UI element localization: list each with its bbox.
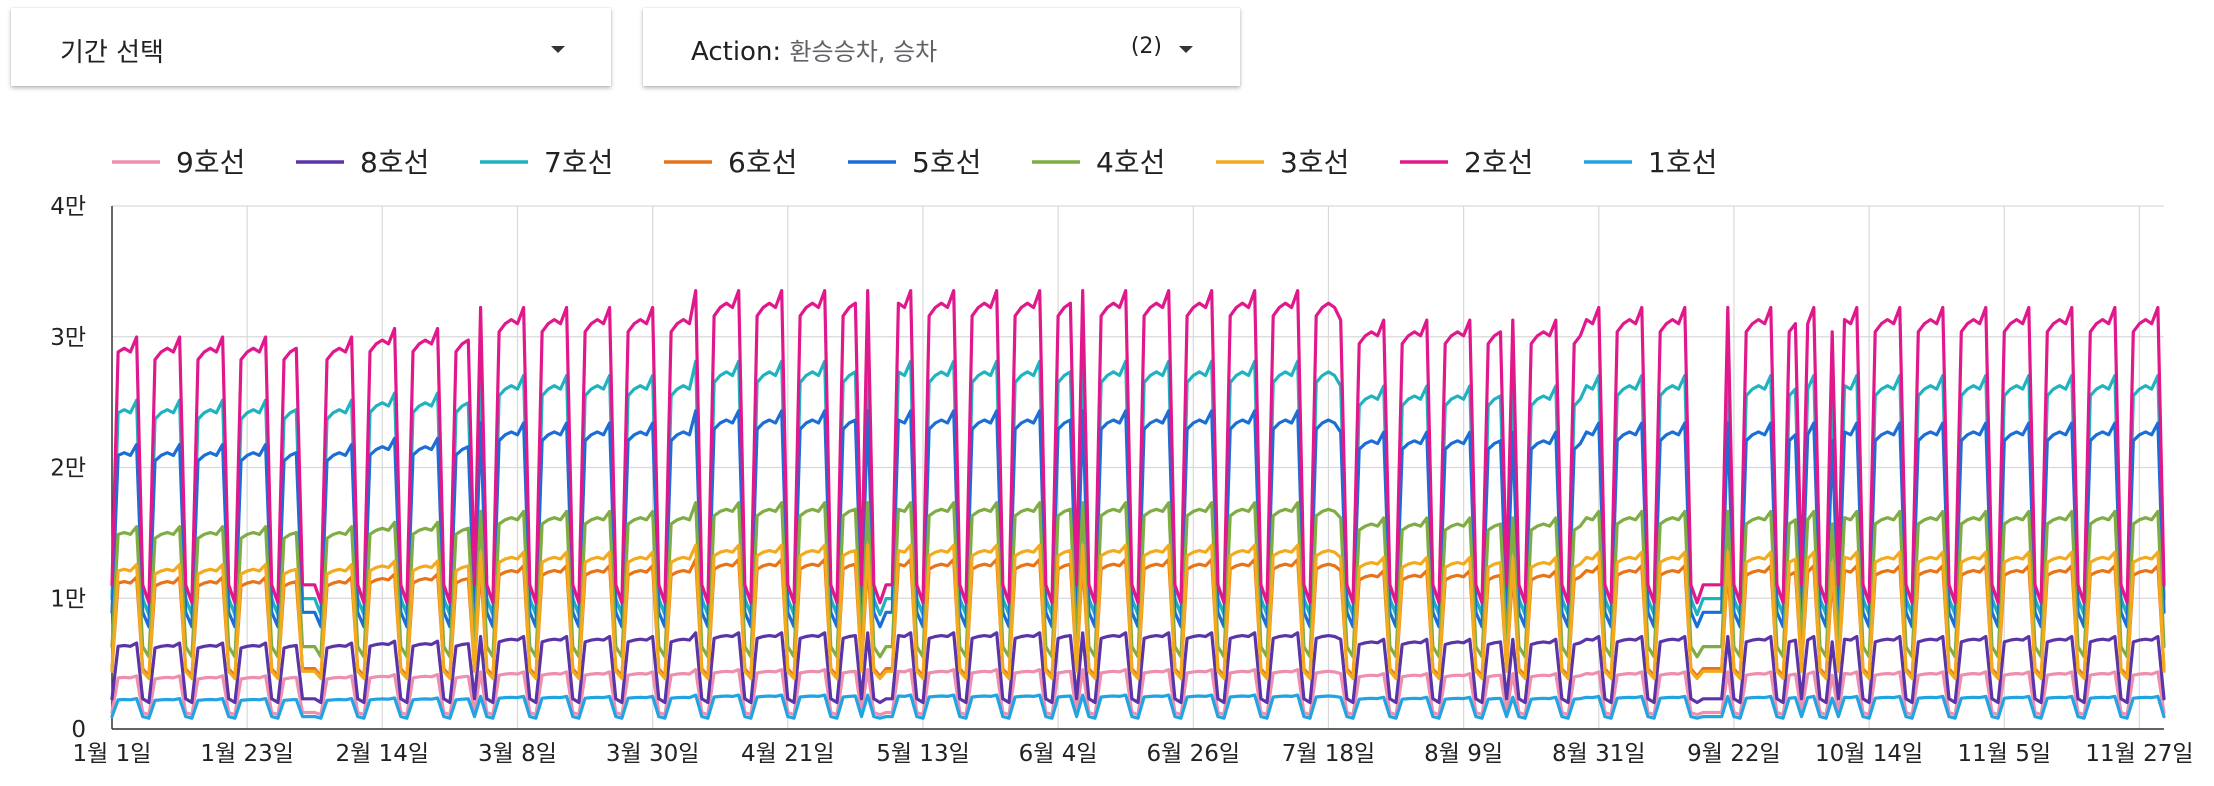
x-tick-label: 1월 1일 [73,741,152,767]
x-tick-label: 6월 26일 [1147,741,1241,767]
legend-label: 4호선 [1096,146,1165,179]
x-tick-label: 11월 27일 [2085,741,2193,767]
action-filter-count: (2) [1130,34,1162,59]
legend-label: 5호선 [912,146,981,179]
series-line [110,631,2166,705]
series-line [110,693,2166,720]
x-tick-label: 8월 31일 [1552,741,1646,767]
x-tick-label: 2월 14일 [336,741,430,767]
x-tick-label: 1월 23일 [200,741,294,767]
legend-label: 6호선 [728,146,797,179]
x-tick-label: 3월 30일 [606,741,700,767]
legend-label: 7호선 [544,146,613,179]
action-filter-label: Action: 환승승차, 승차 [691,32,937,67]
legend-label: 2호선 [1464,146,1533,179]
action-filter-value: 환승승차, 승차 [789,38,938,66]
legend-label: 8호선 [360,146,429,179]
action-filter-dropdown[interactable]: Action: 환승승차, 승차 (2) [643,8,1240,86]
series-line [110,289,2166,605]
y-tick-label: 1만 [50,586,86,612]
y-tick-label: 2만 [50,456,86,482]
x-tick-label: 10월 14일 [1815,741,1923,767]
period-select-dropdown[interactable]: 기간 선택 [11,8,611,86]
y-tick-label: 4만 [50,194,86,220]
period-select-label: 기간 선택 [60,38,164,68]
legend-label: 3호선 [1280,146,1349,179]
x-tick-label: 11월 5일 [1957,741,2051,767]
x-tick-label: 4월 21일 [741,741,835,767]
x-tick-label: 8월 9일 [1424,741,1503,767]
action-filter-key: Action: [691,37,782,67]
series-line [110,543,2166,681]
x-tick-label: 7월 18일 [1282,741,1376,767]
x-tick-label: 3월 8일 [478,741,557,767]
x-tick-label: 6월 4일 [1019,741,1098,767]
x-tick-label: 9월 22일 [1687,741,1781,767]
y-tick-label: 0 [71,717,86,743]
chevron-down-icon [1179,46,1193,53]
y-tick-label: 3만 [50,325,86,351]
chevron-down-icon [551,46,565,53]
x-tick-label: 5월 13일 [876,741,970,767]
legend-label: 1호선 [1648,146,1717,179]
legend-label: 9호선 [176,146,245,179]
